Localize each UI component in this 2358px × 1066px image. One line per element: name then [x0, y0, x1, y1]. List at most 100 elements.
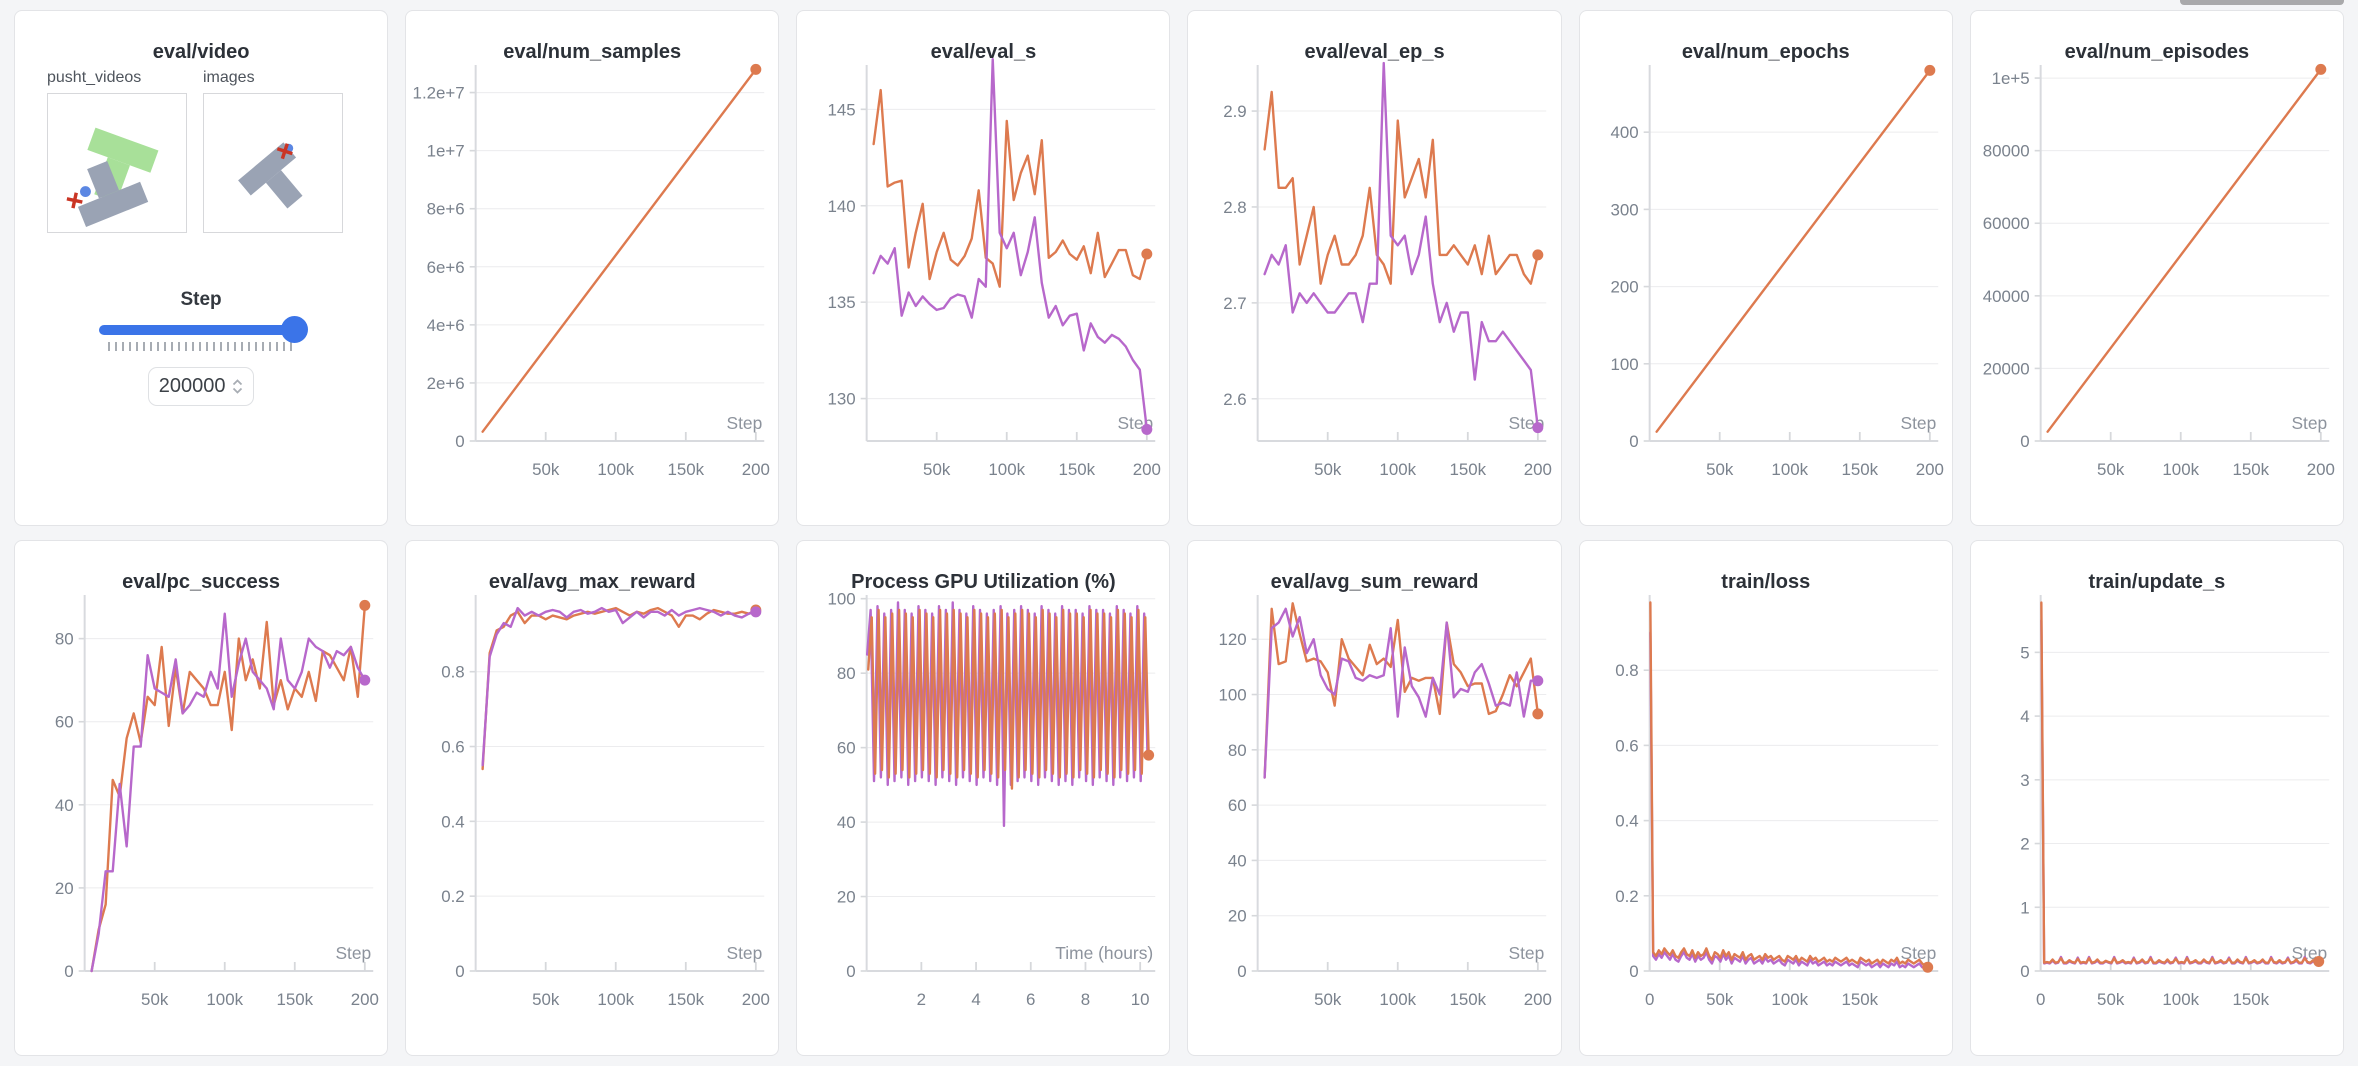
svg-text:50k: 50k: [1315, 460, 1343, 479]
slider-ruler-ticks: [108, 342, 295, 351]
svg-text:2.9: 2.9: [1224, 102, 1247, 121]
svg-text:4: 4: [972, 990, 981, 1009]
svg-text:100k: 100k: [1380, 460, 1417, 479]
svg-text:2: 2: [2020, 835, 2029, 854]
svg-text:150k: 150k: [1450, 990, 1487, 1009]
chart-panel-eval-num-epochs[interactable]: eval/num_epochs 0 100 200 300 400 50k 100k 150k…: [1578, 10, 1953, 526]
images-thumbnail[interactable]: [203, 93, 343, 233]
svg-text:100: 100: [1610, 355, 1638, 374]
svg-text:150k: 150k: [1841, 990, 1878, 1009]
svg-text:8: 8: [1081, 990, 1090, 1009]
svg-text:8e+6: 8e+6: [427, 200, 465, 219]
svg-text:1: 1: [2020, 898, 2029, 917]
svg-text:80: 80: [55, 630, 74, 649]
gray-t-shape: [238, 142, 303, 209]
chart-panel-train-loss[interactable]: train/loss 0 0.2 0.4 0.6 0.8 0 50k 100k 150k Step: [1578, 540, 1953, 1056]
svg-text:200: 200: [1524, 460, 1552, 479]
svg-text:150k: 150k: [668, 990, 705, 1009]
chart-panel-train-update-s[interactable]: train/update_s 0 1 2 3 4 5 0 50k 100k 150k Step: [1969, 540, 2344, 1056]
svg-text:Step: Step: [1900, 943, 1936, 963]
svg-text:0: 0: [64, 962, 73, 981]
chevron-up-icon[interactable]: [232, 379, 243, 386]
svg-text:300: 300: [1610, 200, 1638, 219]
chart-plot[interactable]: 0 20000 40000 60000 80000 1e+5 50k 100k 150k 200 S…: [1971, 53, 2343, 497]
svg-text:2.8: 2.8: [1224, 198, 1247, 217]
svg-text:0: 0: [2020, 962, 2029, 981]
chart-plot[interactable]: 0 0.2 0.4 0.6 0.8 50k 100k 150k 200 Step: [406, 583, 778, 1027]
red-cross-marker: [66, 192, 83, 209]
chart-plot[interactable]: 0 2e+6 4e+6 6e+6 8e+6 1e+7 1.2e+7 50k 100k 150k 20…: [406, 53, 778, 497]
svg-text:0.8: 0.8: [1615, 661, 1638, 680]
svg-text:Step: Step: [2291, 413, 2327, 433]
svg-text:150k: 150k: [276, 990, 313, 1009]
panel-eval-video[interactable]: eval/video pusht_videos: [14, 10, 389, 526]
svg-text:0: 0: [1629, 432, 1638, 451]
svg-text:80: 80: [1228, 741, 1247, 760]
chart-plot[interactable]: 0 20 40 60 80 100 120 50k 100k 150k 200 Step: [1188, 583, 1560, 1027]
svg-text:20: 20: [1228, 907, 1247, 926]
chevron-down-icon[interactable]: [232, 387, 243, 394]
svg-text:150k: 150k: [1450, 460, 1487, 479]
step-slider[interactable]: [98, 316, 308, 351]
chart-panel-eval-num-episodes[interactable]: eval/num_episodes 0 20000 40000 60000 80000 1…: [1969, 10, 2344, 526]
svg-text:1.2e+7: 1.2e+7: [413, 84, 465, 103]
svg-text:60: 60: [55, 713, 74, 732]
svg-text:200: 200: [1610, 278, 1638, 297]
chart-title: eval/avg_sum_reward: [1270, 571, 1479, 593]
svg-text:200: 200: [1133, 460, 1161, 479]
chart-panel-process-gpu-utilization-[interactable]: Process GPU Utilization (%) 0 20 40 60 80 100…: [796, 540, 1171, 1056]
svg-text:100: 100: [1219, 685, 1247, 704]
chart-panel-eval-avg-sum-reward[interactable]: eval/avg_sum_reward 0 20 40 60 80 100 120 50k 10…: [1187, 540, 1562, 1056]
svg-text:Step: Step: [1509, 943, 1545, 963]
thumb-label: images: [203, 69, 255, 86]
chart-panel-eval-avg-max-reward[interactable]: eval/avg_max_reward 0 0.2 0.4 0.6 0.8 50k 100k…: [405, 540, 780, 1056]
svg-text:4e+6: 4e+6: [427, 316, 465, 335]
slider-track[interactable]: [98, 316, 308, 343]
svg-text:50k: 50k: [532, 460, 560, 479]
chart-plot[interactable]: 0 100 200 300 400 50k 100k 150k 200 Step: [1580, 53, 1952, 497]
svg-text:100: 100: [828, 590, 856, 609]
svg-text:6e+6: 6e+6: [427, 258, 465, 277]
svg-text:40: 40: [837, 813, 856, 832]
svg-text:0.6: 0.6: [1615, 736, 1638, 755]
svg-text:200: 200: [351, 990, 379, 1009]
svg-text:200: 200: [742, 460, 770, 479]
chart-title: eval/pc_success: [122, 571, 281, 593]
svg-text:0.8: 0.8: [441, 663, 464, 682]
chart-panel-eval-eval-s[interactable]: eval/eval_s 130 135 140 145 50k 100k 150k 200 St…: [796, 10, 1171, 526]
svg-text:200: 200: [742, 990, 770, 1009]
svg-text:50k: 50k: [2097, 990, 2125, 1009]
scrollbar-thumb[interactable]: [2180, 0, 2344, 5]
svg-text:150k: 150k: [668, 460, 705, 479]
svg-text:20: 20: [55, 879, 74, 898]
chart-plot[interactable]: 0 20 40 60 80 100 2 4 6 8 10 Time (hours): [797, 583, 1169, 1027]
pusht-video-thumbnail[interactable]: [47, 93, 187, 233]
svg-text:80000: 80000: [1983, 142, 2030, 161]
slider-handle[interactable]: [280, 316, 308, 343]
svg-text:50k: 50k: [1315, 990, 1343, 1009]
svg-text:100k: 100k: [2162, 460, 2199, 479]
svg-text:0: 0: [455, 432, 464, 451]
chart-title: eval/num_epochs: [1681, 41, 1850, 63]
chart-plot[interactable]: 0 20 40 60 80 50k 100k 150k 200 Step: [15, 583, 387, 1027]
svg-text:0: 0: [847, 962, 856, 981]
media-thumb-pusht-videos: pusht_videos: [47, 69, 187, 233]
svg-text:6: 6: [1026, 990, 1035, 1009]
chart-panel-eval-pc-success[interactable]: eval/pc_success 0 20 40 60 80 50k 100k 150k 200 S…: [14, 540, 389, 1056]
red-cross-marker: [276, 143, 293, 160]
svg-text:20000: 20000: [1983, 359, 2030, 378]
chart-title: Process GPU Utilization (%): [851, 571, 1116, 593]
chart-panel-eval-num-samples[interactable]: eval/num_samples 0 2e+6 4e+6 6e+6 8e+6 1e+7 1.…: [405, 10, 780, 526]
step-input[interactable]: 200000: [148, 367, 255, 406]
chart-plot[interactable]: 0 0.2 0.4 0.6 0.8 0 50k 100k 150k Step: [1580, 583, 1952, 1027]
chart-title: eval/num_episodes: [2064, 41, 2250, 63]
svg-text:50k: 50k: [141, 990, 169, 1009]
svg-text:5: 5: [2020, 643, 2029, 662]
svg-text:0.2: 0.2: [441, 887, 464, 906]
chart-panel-eval-eval-ep-s[interactable]: eval/eval_ep_s 2.6 2.7 2.8 2.9 50k 100k 150k 20…: [1187, 10, 1562, 526]
svg-text:50k: 50k: [1706, 990, 1734, 1009]
svg-text:130: 130: [828, 390, 856, 409]
